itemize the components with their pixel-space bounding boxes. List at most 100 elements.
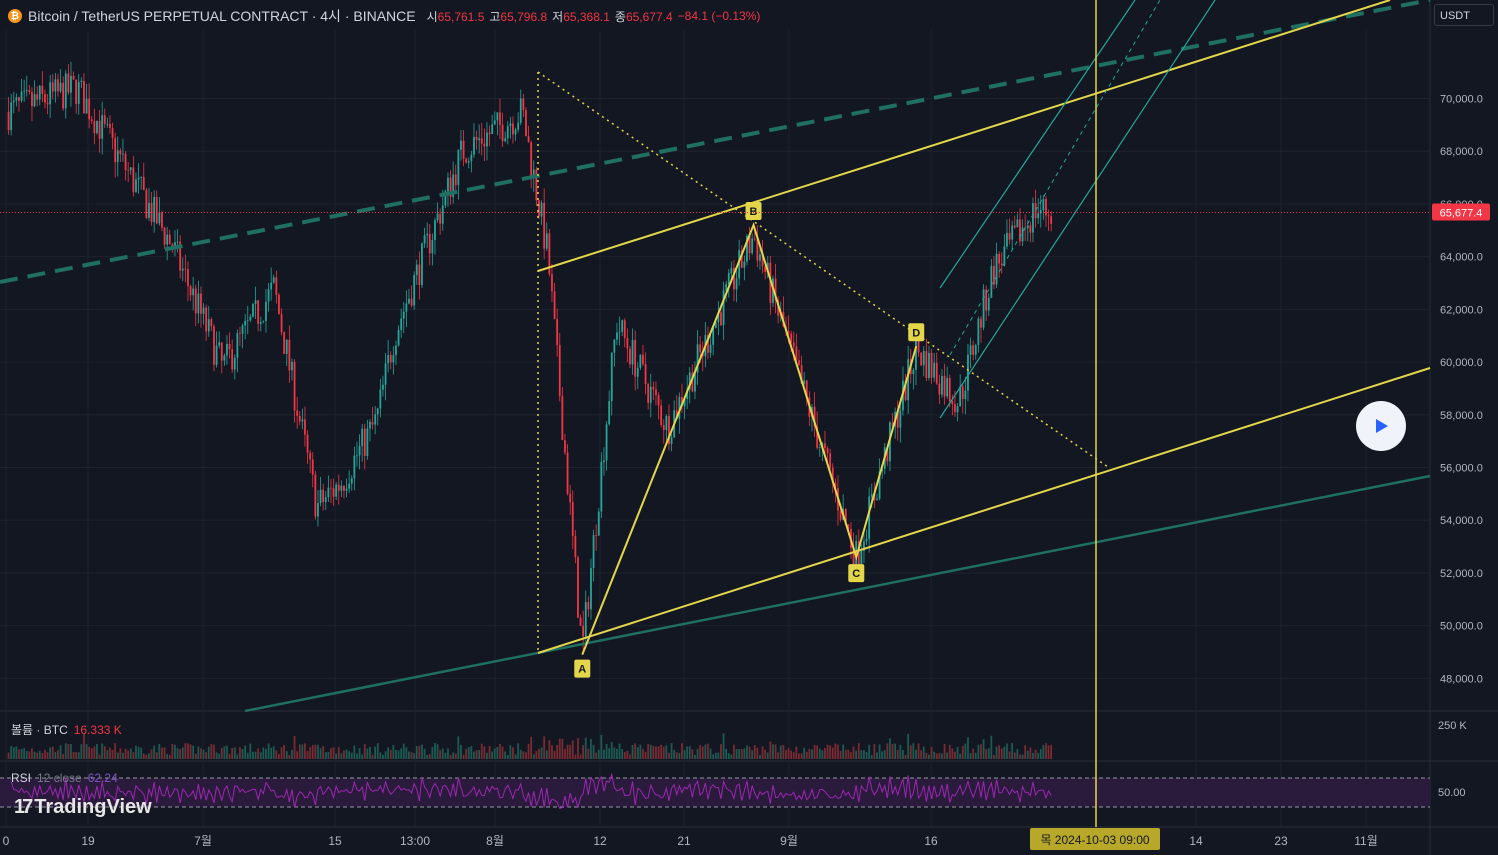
volume-bar xyxy=(696,748,699,759)
candle xyxy=(1037,213,1040,219)
volume-bar xyxy=(985,749,988,759)
volume-bar xyxy=(1026,750,1029,759)
volume-bar xyxy=(200,748,202,759)
currency-selector[interactable]: USDT xyxy=(1434,4,1494,26)
candle xyxy=(343,485,345,491)
volume-bar xyxy=(727,753,730,759)
candle xyxy=(103,115,106,124)
price-tick-label: 48,000.0 xyxy=(1440,673,1483,685)
volume-bar xyxy=(226,745,228,759)
volume-bar xyxy=(447,748,449,759)
candle xyxy=(304,419,306,435)
volume-bar xyxy=(1013,752,1016,759)
volume-bar xyxy=(473,751,475,759)
candle xyxy=(75,79,78,104)
candle xyxy=(483,143,486,147)
candle xyxy=(538,200,540,217)
volume-bar xyxy=(486,752,488,759)
volume-bar xyxy=(77,752,80,759)
ohlc-close: 종65,677.4 xyxy=(614,9,673,24)
candle xyxy=(293,361,296,411)
candle xyxy=(995,253,998,285)
candle xyxy=(124,153,127,171)
candle xyxy=(738,250,741,279)
candle xyxy=(925,351,928,378)
volume-legend[interactable]: 볼륨 · BTC 16.333 K xyxy=(11,723,122,737)
candle xyxy=(324,497,327,503)
volume-bar xyxy=(964,743,967,759)
lower-channel-line xyxy=(537,367,1431,654)
candle xyxy=(681,396,683,407)
candle xyxy=(636,367,639,377)
candle xyxy=(688,372,691,390)
volume-bar xyxy=(595,752,598,759)
candle xyxy=(935,362,938,384)
candle xyxy=(415,264,418,276)
time-tick-label: 11월 xyxy=(1354,834,1378,848)
candle xyxy=(10,102,13,131)
volume-bar xyxy=(10,745,13,759)
play-button[interactable] xyxy=(1356,401,1406,451)
candle xyxy=(694,372,696,392)
candle xyxy=(512,123,514,135)
volume-bar xyxy=(33,751,36,759)
rising-channel-upper xyxy=(939,0,1136,289)
candle xyxy=(1003,246,1006,266)
volume-bar xyxy=(751,750,754,759)
candle xyxy=(608,401,611,425)
candle xyxy=(759,254,761,261)
symbol-title[interactable]: Bitcoin / TetherUS PERPETUAL CONTRACT · … xyxy=(28,8,416,24)
volume-bar xyxy=(574,754,577,759)
candle xyxy=(657,395,660,406)
time-tick-label: 23 xyxy=(1274,834,1288,848)
volume-bar xyxy=(876,752,878,759)
candle xyxy=(480,138,483,144)
candle xyxy=(142,176,145,190)
volume-bar xyxy=(974,752,977,759)
volume-bar xyxy=(928,754,930,759)
candle xyxy=(969,345,972,355)
rsi-band xyxy=(0,778,1430,807)
volume-bar xyxy=(532,754,535,759)
candle xyxy=(522,98,525,111)
volume-bar xyxy=(363,744,366,759)
time-tick-label: 13:00 xyxy=(400,834,430,848)
volume-bar xyxy=(961,745,964,759)
volume-bar xyxy=(137,746,140,759)
candle xyxy=(735,278,738,290)
volume-bar xyxy=(280,747,283,759)
volume-bar xyxy=(626,750,629,759)
candle xyxy=(535,169,538,201)
candle xyxy=(977,318,980,345)
volume-bar xyxy=(813,744,816,759)
volume-bar xyxy=(993,754,995,759)
candle xyxy=(714,321,717,328)
rsi-legend[interactable]: RSI 12 close 62.24 xyxy=(11,771,118,785)
candle xyxy=(834,482,837,489)
volume-bar xyxy=(1050,744,1053,759)
candle xyxy=(49,82,52,105)
volume-bar xyxy=(915,749,917,759)
candle xyxy=(361,428,364,446)
candle xyxy=(904,380,907,401)
volume-bar xyxy=(917,743,920,759)
volume-bar xyxy=(478,750,481,759)
candle xyxy=(447,177,449,192)
candle xyxy=(51,82,54,92)
volume-bar xyxy=(535,751,538,759)
candle xyxy=(189,286,192,296)
candle xyxy=(644,364,647,385)
volume-bar xyxy=(361,754,364,759)
candle xyxy=(803,380,806,384)
candle xyxy=(670,437,673,445)
volume-bar xyxy=(369,746,371,759)
volume-bar xyxy=(311,745,314,759)
candle xyxy=(239,333,241,334)
volume-bar xyxy=(725,748,728,759)
candle xyxy=(740,250,743,268)
volume-bar xyxy=(678,753,681,759)
volume-bar xyxy=(842,744,845,759)
time-tick-label: 19 xyxy=(81,834,95,848)
volume-bar xyxy=(366,748,369,759)
